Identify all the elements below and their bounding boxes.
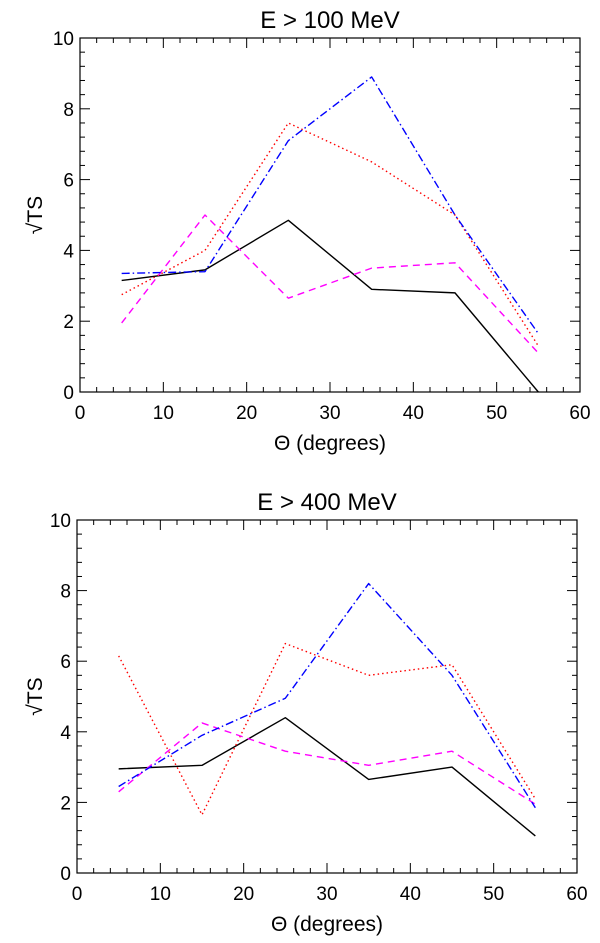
x-tick-label: 60 xyxy=(566,884,587,905)
y-tick-label: 8 xyxy=(63,100,74,121)
series-line-dashed xyxy=(118,722,536,805)
x-axis-label: Θ (degrees) xyxy=(274,432,386,455)
chart-title: E > 400 MeV xyxy=(257,489,396,516)
series-line-dashed xyxy=(121,214,539,354)
x-tick-label: 50 xyxy=(483,884,504,905)
y-axis-label: √TS xyxy=(24,196,47,234)
y-tick-label: 10 xyxy=(53,29,74,50)
y-tick-label: 4 xyxy=(63,241,74,262)
x-tick-label: 40 xyxy=(403,403,424,424)
x-tick-label: 20 xyxy=(233,884,254,905)
y-axis-label: √TS xyxy=(24,677,47,715)
panel-e-gt-400-mev: E > 400 MeV 0 10 20 30 40 50 60 0 2 4 6 8 10 Θ (degree… xyxy=(24,489,588,936)
y-tick-label: 0 xyxy=(60,864,71,885)
series-line-dash-dot xyxy=(118,582,536,809)
series-line-dotted xyxy=(118,642,536,816)
panel-e-gt-100-mev: E > 100 MeV 0 10 20 30 40 50 60 0 2 4 6 8 10 Θ (degree… xyxy=(24,7,591,455)
y-tick-label: 10 xyxy=(50,511,71,532)
plot-frame xyxy=(79,37,581,393)
y-tick-label: 2 xyxy=(63,312,74,333)
y-tick-label: 4 xyxy=(60,723,71,744)
x-tick-label: 20 xyxy=(236,403,257,424)
series-line-solid xyxy=(121,219,539,393)
x-tick-label: 60 xyxy=(569,403,590,424)
x-tick-label: 0 xyxy=(72,884,83,905)
x-tick-label: 0 xyxy=(75,403,86,424)
y-tick-label: 8 xyxy=(60,582,71,603)
x-tick-label: 30 xyxy=(319,403,340,424)
x-tick-label: 40 xyxy=(400,884,421,905)
series-line-dotted xyxy=(121,122,539,347)
chart-title: E > 100 MeV xyxy=(260,7,399,34)
x-axis-label: Θ (degrees) xyxy=(271,913,383,936)
y-tick-label: 6 xyxy=(60,652,71,673)
y-tick-label: 0 xyxy=(63,383,74,404)
x-tick-label: 30 xyxy=(316,884,337,905)
x-tick-label: 10 xyxy=(153,403,174,424)
x-tick-label: 10 xyxy=(150,884,171,905)
x-tick-label: 50 xyxy=(486,403,507,424)
series-line-solid xyxy=(118,716,536,837)
y-tick-label: 2 xyxy=(60,793,71,814)
plot-frame xyxy=(76,519,578,874)
y-tick-label: 6 xyxy=(63,171,74,192)
series-line-dash-dot xyxy=(121,76,539,334)
